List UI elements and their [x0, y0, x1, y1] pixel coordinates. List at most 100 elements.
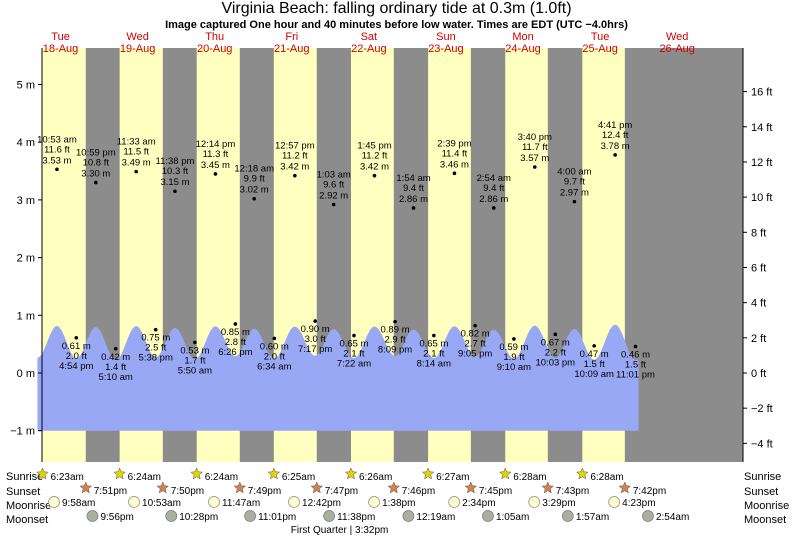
moonrise-icon — [608, 496, 621, 508]
low-tide-m: 0.85 m — [221, 327, 250, 338]
low-tide-time: 9:05 pm — [458, 349, 492, 360]
low-tide-m: 0.60 m — [260, 341, 289, 352]
sunset-time: 7:50pm — [171, 486, 204, 497]
day-name: Sat — [361, 31, 378, 43]
low-tide-ft: 2.0 ft — [264, 351, 285, 362]
low-tide-time: 5:10 am — [99, 372, 133, 383]
low-tide-m: 0.53 m — [180, 345, 209, 356]
low-tide-m: 0.65 m — [419, 338, 448, 349]
low-tide-ft: 1.9 ft — [503, 352, 524, 363]
low-tide-m: 0.82 m — [461, 329, 490, 340]
high-tide-m: 3.53 m — [42, 155, 71, 166]
low-tide-ft: 2.8 ft — [225, 337, 246, 348]
day-name: Sun — [436, 31, 456, 43]
moonset-icon — [561, 510, 574, 522]
moonrise-icon — [288, 496, 300, 508]
right-tick-label: 12 ft — [751, 157, 772, 169]
sunset-time: 7:45pm — [479, 486, 512, 497]
high-tide-m: 2.86 m — [399, 194, 428, 205]
low-tide-time: 8:09 pm — [378, 345, 412, 356]
low-tide-time: 10:09 am — [574, 369, 614, 380]
low-tide-ft: 2.0 ft — [66, 351, 87, 362]
low-tide-ft: 2.5 ft — [145, 343, 166, 354]
high-tide-m: 3.02 m — [240, 185, 269, 196]
day-date: 22-Aug — [351, 43, 386, 55]
low-tide-ft: 1.7 ft — [184, 355, 205, 366]
moonrise-time: 4:23pm — [622, 498, 655, 509]
low-tide-point — [113, 346, 118, 351]
high-tide-time: 1:54 am — [396, 173, 430, 184]
high-tide-ft: 9.6 ft — [323, 180, 344, 191]
moon-phase-label: First Quarter | 3:32pm — [291, 525, 389, 536]
day-name: Mon — [512, 31, 533, 43]
sunrise-time: 6:25am — [282, 472, 315, 483]
low-tide-point — [153, 327, 158, 332]
low-tide-time: 4:54 pm — [59, 361, 93, 372]
moonrise-time: 9:58am — [62, 498, 95, 509]
sunset-icon — [464, 481, 478, 494]
high-tide-ft: 11.6 ft — [44, 144, 70, 155]
right-tick-label: 4 ft — [751, 298, 766, 310]
moonset-time: 11:01pm — [258, 512, 296, 523]
moonset-icon — [165, 510, 178, 522]
high-tide-time: 10:59 pm — [76, 148, 116, 159]
low-tide-m: 0.61 m — [62, 341, 91, 352]
day-date: 18-Aug — [43, 43, 78, 55]
row-label-right-sunrise: Sunrise — [744, 471, 781, 483]
day-name: Tue — [591, 31, 610, 43]
moonrise-time: 1:38pm — [382, 498, 415, 509]
high-tide-m: 3.42 m — [280, 162, 309, 173]
left-tick-label: 3 m — [17, 195, 35, 207]
high-tide-m: 3.78 m — [601, 141, 630, 152]
right-tick-label: 16 ft — [751, 87, 772, 99]
sunrise-icon — [113, 467, 126, 480]
moonrise-time: 11:47am — [222, 498, 260, 509]
high-tide-m: 3.49 m — [122, 158, 151, 169]
day-date: 24-Aug — [505, 43, 540, 55]
low-tide-point — [352, 333, 356, 338]
sunrise-time: 6:24am — [128, 472, 161, 483]
moonset-icon — [323, 510, 335, 522]
low-tide-ft: 2.1 ft — [343, 348, 364, 359]
low-tide-time: 7:22 am — [337, 358, 371, 369]
day-name: Thu — [205, 31, 224, 43]
low-tide-m: 0.47 m — [580, 349, 609, 360]
high-tide-ft: 9.9 ft — [244, 174, 265, 185]
day-name: Tue — [51, 31, 70, 43]
row-label-right-moonrise: Moonrise — [744, 500, 789, 512]
right-tick-label: 10 ft — [751, 192, 772, 204]
sunrise-icon — [36, 467, 49, 480]
low-tide-ft: 1.5 ft — [584, 359, 605, 370]
low-tide-point — [74, 336, 79, 340]
low-tide-m: 0.46 m — [621, 349, 650, 360]
moonset-icon — [642, 510, 654, 522]
high-tide-m: 3.46 m — [440, 159, 469, 170]
low-tide-point — [592, 344, 596, 348]
high-tide-time: 10:53 am — [37, 134, 77, 145]
high-tide-m: 3.15 m — [160, 177, 189, 188]
moonset-time: 1:57am — [576, 512, 609, 523]
low-tide-point — [473, 323, 477, 328]
high-tide-ft: 9.4 ft — [403, 183, 424, 194]
high-tide-point — [293, 173, 297, 178]
high-tide-time: 1:03 am — [317, 170, 351, 181]
left-tick-label: 2 m — [17, 253, 35, 265]
moonset-icon — [86, 510, 99, 522]
high-tide-ft: 10.8 ft — [83, 158, 110, 169]
high-tide-point — [491, 206, 496, 210]
left-tick-label: −1 m — [10, 426, 35, 438]
moonset-time: 12:19am — [416, 512, 455, 523]
low-tide-point — [272, 336, 277, 341]
low-tide-point — [512, 337, 516, 341]
low-tide-m: 0.89 m — [381, 325, 410, 336]
sunrise-icon — [344, 467, 358, 480]
sunrise-icon — [267, 467, 281, 480]
sunset-time: 7:51pm — [94, 486, 127, 497]
low-tide-time: 5:50 am — [178, 365, 212, 376]
day-name: Fri — [285, 31, 298, 43]
day-name: Wed — [666, 31, 688, 43]
high-tide-point — [572, 199, 577, 204]
low-tide-time: 9:10 am — [497, 362, 531, 373]
low-tide-ft: 2.7 ft — [465, 339, 486, 350]
moonrise-icon — [48, 496, 60, 508]
